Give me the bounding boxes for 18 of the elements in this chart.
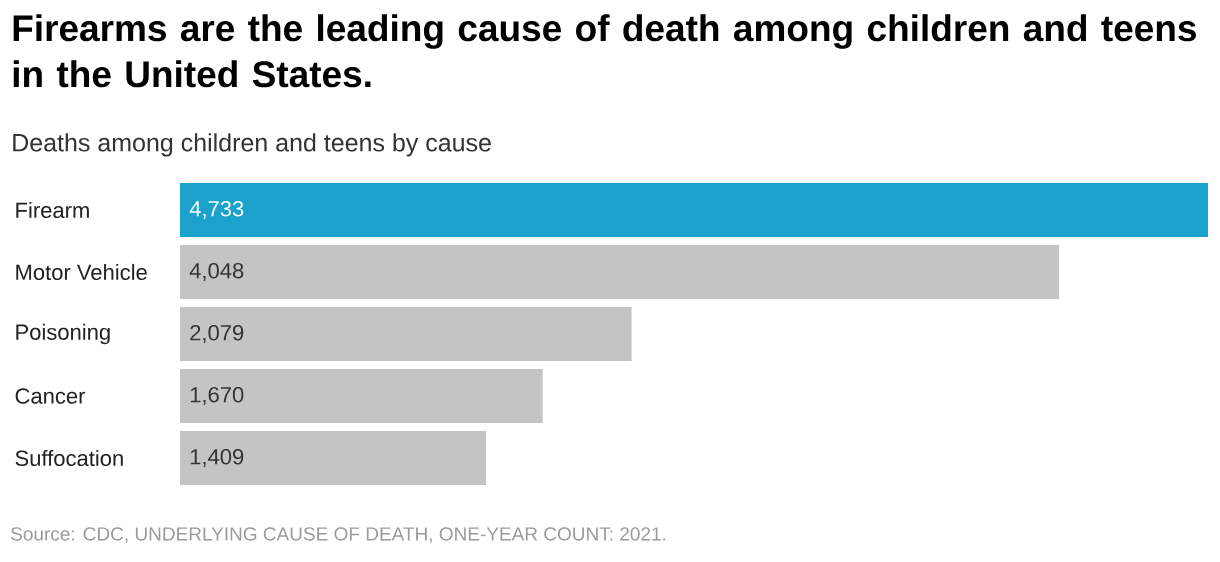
chart-subtitle: Deaths among children and teens by cause [13, 133, 491, 157]
bar [180, 245, 1060, 299]
data-label: 4,733 [189, 200, 244, 220]
y-tick-label: Poisoning [16, 323, 110, 345]
bar [180, 431, 487, 485]
y-tick-label: Suffocation [15, 449, 123, 467]
data-label: 2,079 [190, 324, 244, 344]
chart-title: Firearms are the leading cause of death among children and teens in the United States. [13, 14, 1196, 88]
source-note: Source: CDC, UNDERLYING CAUSE OF DEATH, ONE-YEAR COUNT: 2021. [11, 527, 666, 543]
data-label: 1,670 [190, 386, 244, 406]
data-label: 1,409 [190, 448, 244, 468]
y-tick-label: Motor Vehicle [16, 263, 147, 281]
bar [180, 307, 632, 361]
y-tick-label: Cancer [15, 388, 86, 404]
bar [180, 369, 543, 423]
bar [180, 183, 1208, 237]
data-label: 4,048 [189, 262, 244, 282]
y-tick-label: Firearm [16, 201, 89, 219]
